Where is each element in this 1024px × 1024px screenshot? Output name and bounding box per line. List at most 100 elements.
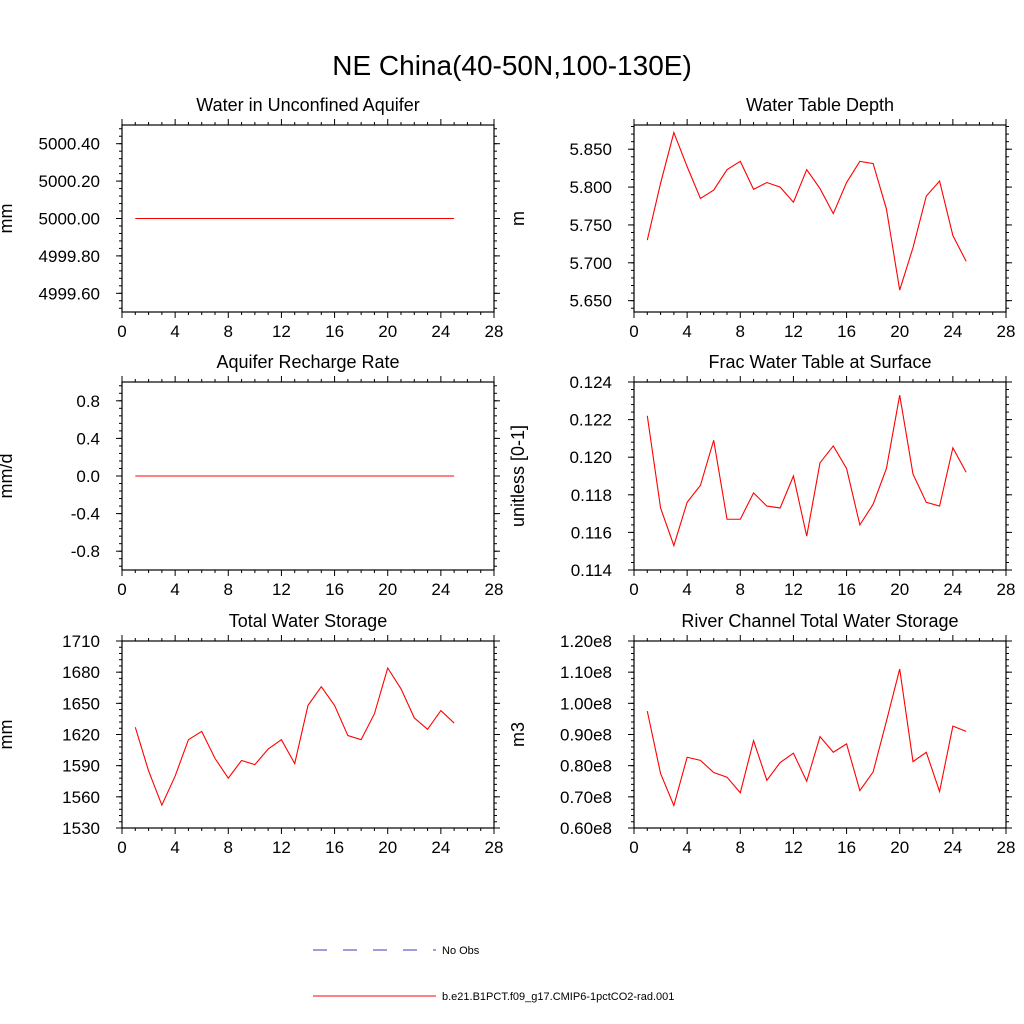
x-tick-label: 24	[431, 838, 450, 857]
y-tick-label: 5000.40	[39, 135, 100, 154]
x-tick-label: 28	[485, 838, 504, 857]
plot-frame	[633, 640, 1007, 829]
y-tick-label: 1650	[62, 694, 100, 713]
y-tick-label: 4999.80	[39, 247, 100, 266]
x-tick-label: 8	[736, 580, 745, 599]
x-tick-label: 12	[272, 838, 291, 857]
x-tick-label: 12	[784, 580, 803, 599]
y-tick-label: 0.8	[76, 392, 100, 411]
panel-title: Water Table Depth	[746, 95, 894, 115]
panel-unconfined-aquifer: Water in Unconfined Aquifer 0 4 8 12 16 20 24 28…	[0, 95, 503, 341]
x-tick-label: 0	[117, 838, 126, 857]
x-tick-label: 16	[837, 322, 856, 341]
y-tick-label: 5.750	[569, 216, 612, 235]
y-axis-label: m	[508, 211, 528, 226]
y-tick-label: 1530	[62, 819, 100, 838]
x-tick-label: 4	[682, 580, 691, 599]
y-tick-label: 5.850	[569, 140, 612, 159]
x-tick-label: 16	[325, 580, 344, 599]
y-tick-label: 0.4	[76, 429, 100, 448]
x-tick-label: 0	[117, 322, 126, 341]
x-tick-label: 20	[378, 322, 397, 341]
y-tick-label: 1.20e8	[560, 632, 612, 651]
x-tick-label: 12	[272, 580, 291, 599]
panel-title: River Channel Total Water Storage	[681, 611, 958, 631]
figure-title: NE China(40-50N,100-130E)	[332, 50, 692, 81]
plot-frame	[633, 124, 1007, 313]
x-tick-label: 28	[997, 838, 1016, 857]
y-axis-label: m3	[508, 722, 528, 747]
y-tick-label: -0.4	[71, 505, 100, 524]
y-tick-label: 5.650	[569, 292, 612, 311]
legend-label-model-run: b.e21.B1PCT.f09_g17.CMIP6-1pctCO2-rad.00…	[442, 991, 674, 1003]
x-tick-label: 8	[224, 838, 233, 857]
x-tick-label: 20	[378, 838, 397, 857]
legend: No Obs b.e21.B1PCT.f09_g17.CMIP6-1pctCO2…	[313, 945, 674, 1003]
y-tick-label: 1620	[62, 726, 100, 745]
x-tick-label: 8	[736, 322, 745, 341]
x-tick-label: 28	[485, 322, 504, 341]
x-tick-label: 8	[736, 838, 745, 857]
panel-title: Aquifer Recharge Rate	[216, 352, 399, 372]
x-tick-label: 16	[837, 838, 856, 857]
x-tick-label: 24	[943, 322, 962, 341]
x-tick-label: 4	[170, 838, 179, 857]
y-axis-label: mm	[0, 204, 16, 234]
x-tick-label: 4	[170, 580, 179, 599]
y-tick-label: -0.8	[71, 542, 100, 561]
y-tick-label: 1680	[62, 663, 100, 682]
x-tick-label: 4	[682, 838, 691, 857]
y-tick-label: 0.60e8	[560, 819, 612, 838]
x-tick-label: 12	[784, 322, 803, 341]
y-tick-label: 0.124	[569, 373, 612, 392]
series-line	[646, 130, 967, 291]
y-tick-label: 1710	[62, 632, 100, 651]
series-line	[646, 395, 967, 548]
panel-aquifer-recharge: Aquifer Recharge Rate 0 4 8 12 16 20 24 28 -0.8 -0…	[0, 352, 503, 599]
panel-title: Frac Water Table at Surface	[708, 352, 931, 372]
series-line	[646, 668, 967, 808]
x-tick-label: 8	[224, 580, 233, 599]
panel-title: Water in Unconfined Aquifer	[196, 95, 419, 115]
y-tick-label: 5000.20	[39, 172, 100, 191]
x-tick-label: 28	[997, 580, 1016, 599]
y-tick-label: 0.122	[569, 411, 612, 430]
x-tick-label: 16	[325, 838, 344, 857]
x-tick-label: 16	[325, 322, 344, 341]
y-tick-label: 5.800	[569, 178, 612, 197]
x-tick-label: 24	[943, 580, 962, 599]
x-tick-label: 20	[378, 580, 397, 599]
x-tick-label: 0	[629, 838, 638, 857]
x-tick-label: 4	[682, 322, 691, 341]
y-tick-label: 0.114	[571, 561, 612, 580]
y-tick-label: 0.118	[571, 486, 612, 505]
x-tick-label: 0	[629, 580, 638, 599]
x-tick-label: 20	[890, 580, 909, 599]
x-tick-label: 0	[117, 580, 126, 599]
panel-water-table-depth: Water Table Depth 0 4 8 12 16 20 24 28 5.650 5.700…	[508, 95, 1015, 341]
y-tick-label: 0.0	[76, 467, 100, 486]
y-tick-label: 0.120	[569, 448, 612, 467]
y-tick-label: 1590	[62, 757, 100, 776]
y-tick-label: 0.80e8	[560, 757, 612, 776]
y-tick-label: 5000.00	[39, 210, 100, 229]
x-tick-label: 16	[837, 580, 856, 599]
x-tick-label: 28	[997, 322, 1016, 341]
x-tick-label: 20	[890, 838, 909, 857]
x-tick-label: 12	[272, 322, 291, 341]
y-tick-label: 0.90e8	[560, 726, 612, 745]
plot-frame	[121, 640, 495, 829]
x-tick-label: 28	[485, 580, 504, 599]
y-tick-label: 1560	[62, 788, 100, 807]
series-line	[134, 666, 455, 807]
x-tick-label: 8	[224, 322, 233, 341]
y-tick-label: 1.00e8	[560, 694, 612, 713]
y-tick-label: 5.700	[569, 254, 612, 273]
y-tick-label: 4999.60	[39, 284, 100, 303]
x-tick-label: 4	[170, 322, 179, 341]
y-tick-label: 0.116	[571, 523, 612, 542]
plot-frame	[633, 381, 1007, 571]
